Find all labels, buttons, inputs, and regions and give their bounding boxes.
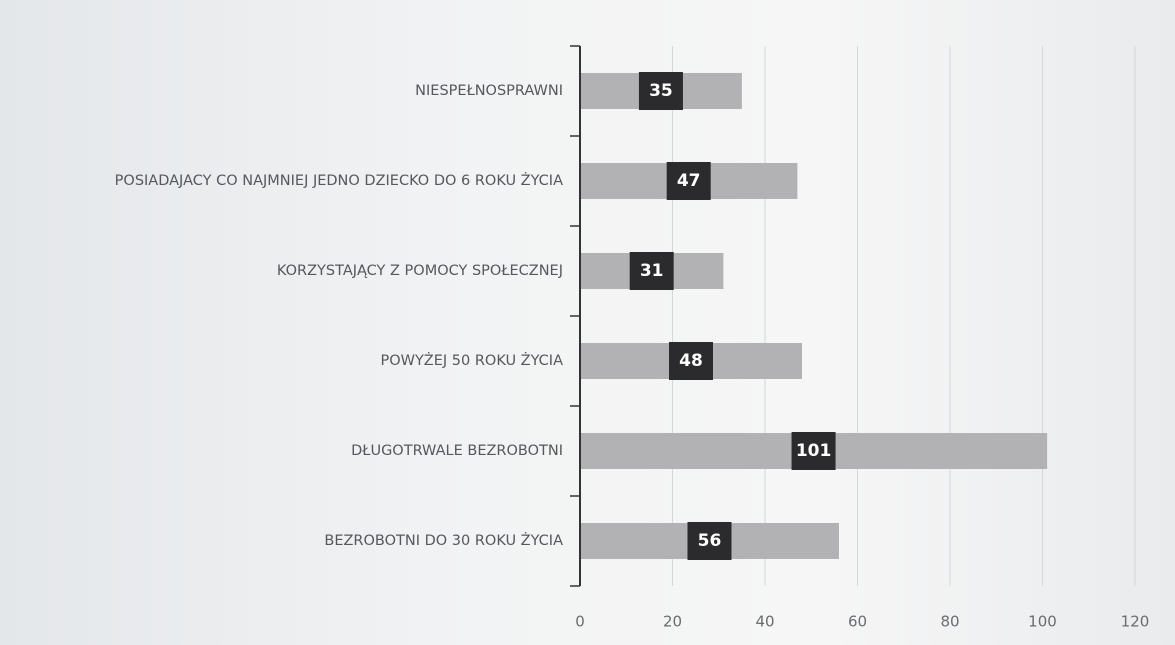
y-tick-label-box: BEZROBOTNI DO 30 ROKU ŻYCIA [0,496,563,586]
value-label-text: 35 [649,81,673,101]
y-tick-label-box: POSIADAJACY CO NAJMNIEJ JEDNO DZIECKO DO… [0,136,563,226]
value-label-text: 47 [677,171,701,191]
value-label: 47 [666,162,711,200]
value-label-box [629,252,674,290]
value-label-text: 48 [679,351,703,371]
y-tick-label: BEZROBOTNI DO 30 ROKU ŻYCIA [324,533,563,549]
value-label-text: 56 [698,531,722,551]
value-label-box [666,162,711,200]
value-label: 48 [669,342,713,380]
value-label-text: 101 [796,441,832,461]
y-tick-label-box: KORZYSTAJĄCY Z POMOCY SPOŁECZNEJ [0,226,563,316]
x-tick-label: 20 [663,613,682,631]
y-tick-label-box: POWYŻEJ 50 ROKU ŻYCIA [0,316,563,406]
value-label-box [687,522,732,560]
y-tick-label: DŁUGOTRWALE BEZROBOTNI [351,443,563,459]
value-label-box [791,432,836,470]
y-tick-label: POSIADAJACY CO NAJMNIEJ JEDNO DZIECKO DO… [114,173,563,189]
y-tick-label: POWYŻEJ 50 ROKU ŻYCIA [380,353,563,369]
y-tick-label-box: NIESPEŁNOSPRAWNI [0,46,563,136]
x-tick-label: 120 [1121,613,1150,631]
y-tick-label: KORZYSTAJĄCY Z POMOCY SPOŁECZNEJ [276,263,563,279]
value-label: 31 [629,252,674,290]
value-label: 56 [687,522,732,560]
x-tick-label: 80 [940,613,959,631]
x-tick-label: 100 [1028,613,1057,631]
x-tick-label: 40 [755,613,774,631]
value-label: 35 [638,72,683,110]
x-tick-label: 60 [848,613,867,631]
y-tick-label-box: DŁUGOTRWALE BEZROBOTNI [0,406,563,496]
value-label-text: 31 [640,261,664,281]
y-tick-label: NIESPEŁNOSPRAWNI [415,83,563,99]
value-label-box [638,72,683,110]
value-label: 101 [791,432,836,470]
x-tick-label: 0 [575,613,585,631]
value-label-box [669,342,713,380]
